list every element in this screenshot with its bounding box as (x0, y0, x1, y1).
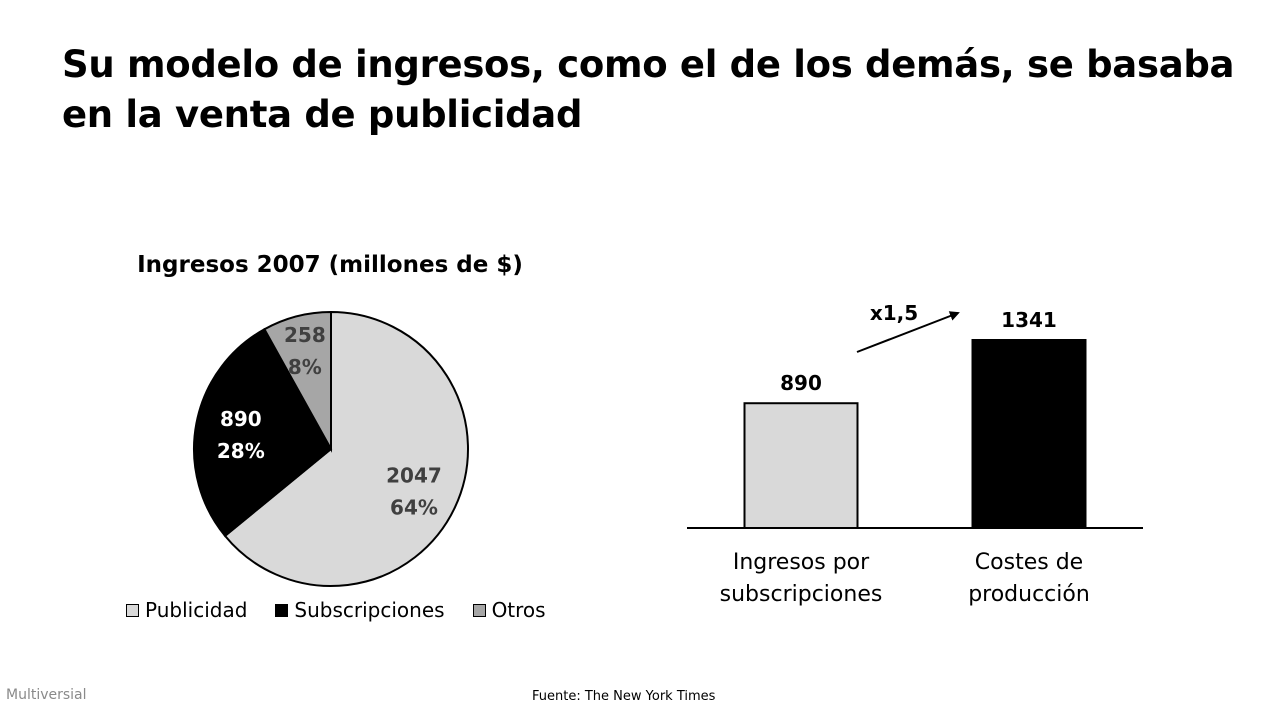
legend-label-subscripciones: Subscripciones (294, 598, 445, 622)
pie-slice-subscripciones (193, 327, 333, 538)
bar-value-label-ingresos-por-subscripciones: 890 (780, 371, 822, 395)
slide-title: Su modelo de ingresos, como el de los de… (62, 43, 1235, 136)
pie-chart: 2047 64% 890 28% 258 8% (193, 310, 469, 587)
legend-swatch-publicidad (126, 603, 139, 617)
growth-arrow (856, 311, 960, 353)
pie-chart-title: Ingresos 2007 (millones de $) (137, 252, 523, 278)
pie-value-label-otros: 258 (284, 323, 326, 347)
pie-percent-label-otros: 8% (288, 355, 322, 379)
footer-source: Fuente: The New York Times (532, 689, 716, 704)
legend-label-publicidad: Publicidad (145, 598, 248, 622)
pie-percent-label-subscripciones: 28% (217, 439, 265, 463)
bar-value-label-costes-de-producci-n: 1341 (1001, 308, 1057, 332)
pie-slice-publicidad (223, 310, 469, 587)
pie-percent-label-publicidad: 64% (390, 495, 438, 519)
bar-category-label-ingresos: Ingresos por subscripciones (719, 550, 883, 607)
pie-slice-otros (263, 310, 332, 453)
footer-brand: Multiversial (6, 687, 87, 703)
legend-item-otros: Otros (472, 598, 546, 622)
legend-swatch-subscripciones (275, 603, 289, 617)
bar-costes-de-producci-n (971, 339, 1087, 529)
legend-swatch-otros (472, 603, 486, 617)
legend-label-otros: Otros (491, 598, 546, 622)
pie-legend: Publicidad Subscripciones Otros (126, 598, 574, 622)
bar-category-label-costes: Costes de producción (968, 550, 1090, 607)
pie-value-label-subscripciones: 890 (220, 407, 262, 431)
pie-value-label-publicidad: 2047 (386, 463, 442, 487)
legend-item-publicidad: Publicidad (126, 598, 247, 622)
growth-annotation: x1,5 (870, 301, 918, 325)
legend-item-subscripciones: Subscripciones (275, 598, 445, 622)
bar-ingresos-por-subscripciones (743, 402, 859, 530)
